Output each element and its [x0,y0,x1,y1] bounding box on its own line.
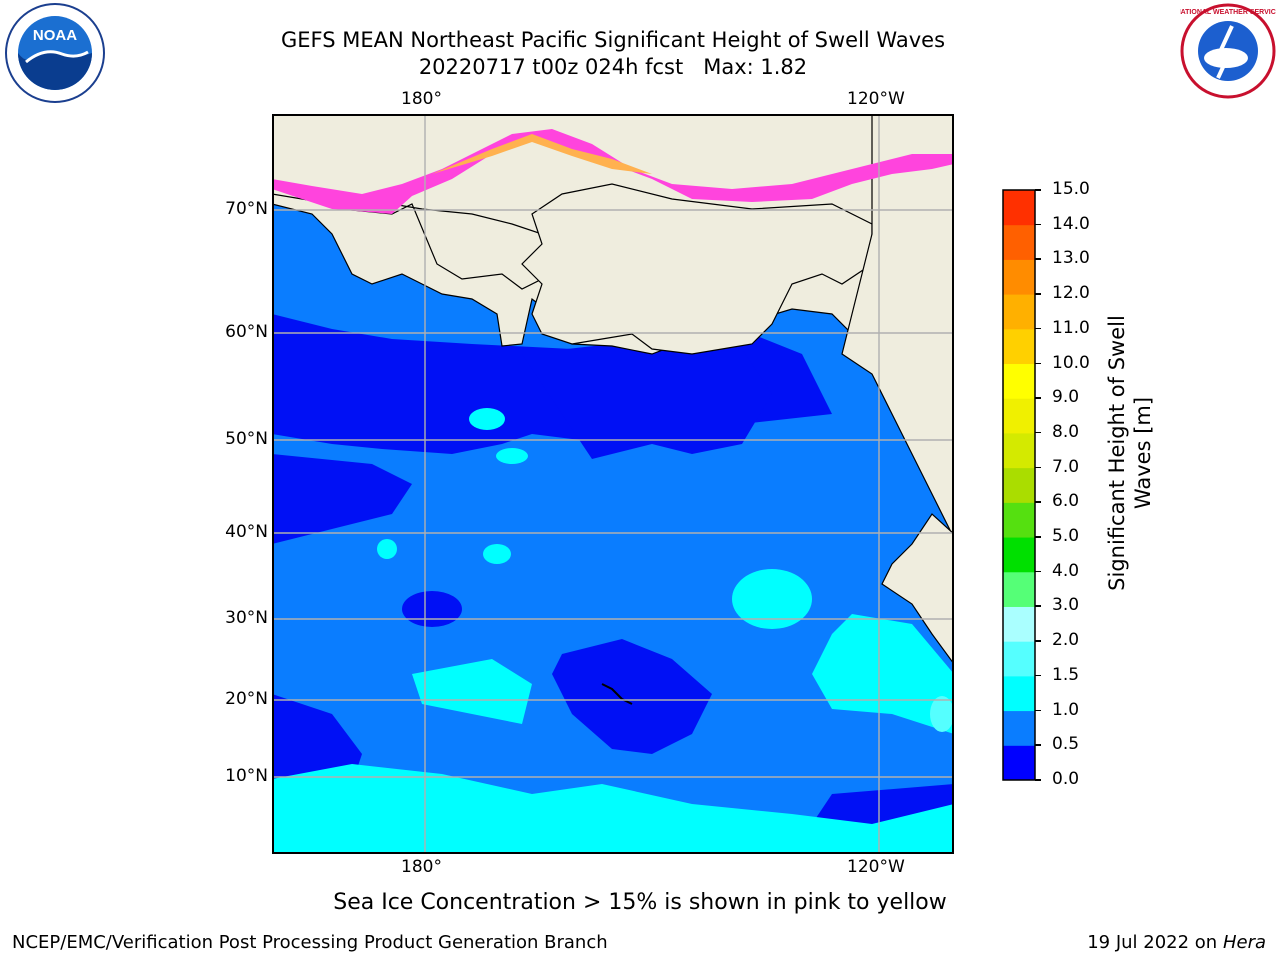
colorbar-tick-mark [1035,536,1041,538]
swell-region-mid-hawaii-west [412,659,532,724]
colorbar-tick-mark [1035,189,1041,191]
swell-region-mid-east [812,614,954,734]
colorbar-tick-label: 7.0 [1052,456,1080,477]
swell-region-mid-north [469,408,505,430]
footer-date-text: 19 Jul 2022 on [1087,932,1223,953]
colorbar-tick-label: 0.0 [1052,769,1080,789]
colorbar-tick-label: 13.0 [1052,248,1090,269]
swell-region-mid-north2 [496,448,528,464]
colorbar-tick-mark [1035,709,1041,712]
colorbar-tick-label: 5.0 [1052,526,1080,547]
sea-ice-arctic-edge [432,134,652,174]
swell-region-mid-central [483,544,511,564]
colorbar-tick-label: 1.0 [1052,699,1080,720]
colorbar-segment [1003,537,1035,573]
colorbar [1002,189,1036,781]
footer-credit: NCEP/EMC/Verification Post Processing Pr… [12,932,608,953]
swell-region-mid-south-band [272,764,954,854]
colorbar-segment [1003,432,1035,469]
lat-label-60n: 60°N [225,322,268,342]
colorbar-segment [1003,190,1035,226]
hawaii-islands [601,683,633,705]
colorbar-title: Significant Height of Swell Waves [m] [1105,315,1155,591]
colorbar-segment [1003,294,1035,330]
nws-logo: NATIONAL WEATHER SERVICE [1180,3,1276,99]
sea-ice-arctic [272,129,954,214]
swell-region-low-mid [402,591,462,627]
colorbar-segment [1003,710,1035,746]
map-panel [272,114,954,854]
swell-region-low-west [272,454,412,544]
colorbar-tick-label: 2.0 [1052,630,1080,651]
sea-ice-caption: Sea Ice Concentration > 15% is shown in … [333,890,947,915]
colorbar-segment [1003,571,1035,607]
colorbar-tick-label: 8.0 [1052,421,1080,442]
lat-label-70n: 70°N [225,199,268,219]
colorbar-tick-mark [1035,431,1041,434]
colorbar-tick-mark [1035,501,1041,503]
colorbar-segment [1003,641,1035,677]
colorbar-tick-mark [1035,327,1041,330]
colorbar-tick-label: 10.0 [1052,352,1090,373]
colorbar-tick-mark [1035,362,1041,365]
noaa-logo: NOAA [5,3,105,103]
colorbar-tick-mark [1035,674,1041,677]
colorbar-tick-label: 9.0 [1052,387,1080,408]
lat-label-50n: 50°N [225,429,268,449]
chart-title: GEFS MEAN Northeast Pacific Significant … [280,28,946,52]
colorbar-tick-mark [1035,293,1041,295]
lat-label-40n: 40°N [225,522,268,542]
colorbar-tick-label: 0.5 [1052,734,1080,755]
colorbar-tick-mark [1035,640,1041,642]
swell-region-low-gulf [522,342,772,459]
lon-label-top-120w: 120°W [847,89,905,109]
footer-machine: Hera [1222,932,1266,953]
colorbar-tick-label: 4.0 [1052,560,1080,581]
colorbar-tick-label: 6.0 [1052,491,1080,512]
colorbar-tick-mark [1035,223,1041,226]
colorbar-tick-label: 1.5 [1052,664,1080,685]
colorbar-tick-mark [1035,779,1041,781]
swell-region-mid-ne [732,569,812,629]
colorbar-tick-mark [1035,258,1041,260]
colorbar-tick-mark [1035,570,1041,573]
colorbar-segment [1003,606,1035,642]
swell-region-low-hawaii [552,639,712,754]
colorbar-segment [1003,363,1035,399]
colorbar-segment [1003,502,1035,538]
colorbar-tick-mark [1035,744,1041,746]
swell-region-mid-west [377,539,397,559]
noaa-logo-text: NOAA [33,27,77,44]
colorbar-segment [1003,467,1035,503]
colorbar-tick-label: 3.0 [1052,595,1080,616]
footer-date: 19 Jul 2022 on Hera [1087,932,1266,953]
colorbar-segment [1003,224,1035,260]
lon-label-bottom-180: 180° [401,857,442,877]
colorbar-tick-label: 15.0 [1052,179,1090,199]
colorbar-segment [1003,745,1035,781]
colorbar-tick-label: 11.0 [1052,317,1090,338]
lat-label-20n: 20°N [225,689,268,709]
colorbar-segment [1003,328,1035,365]
land-alaska [521,183,873,355]
colorbar-segment [1003,398,1035,434]
land-mexico [881,513,954,666]
colorbar-tick-label: 14.0 [1052,213,1090,234]
colorbar-segment [1003,675,1035,712]
lon-label-bottom-120w: 120°W [847,857,905,877]
chart-subtitle: 20220717 t00z 024h fcst Max: 1.82 [418,55,808,79]
colorbar-tick-mark [1035,466,1041,469]
colorbar-segment [1003,259,1035,295]
nws-ring-text: NATIONAL WEATHER SERVICE [1180,9,1276,16]
lat-label-10n: 10°N [225,766,268,786]
colorbar-tick-mark [1035,397,1041,399]
swell-region-high-spot [930,696,954,732]
lat-label-30n: 30°N [225,608,268,628]
lon-label-top-180: 180° [401,89,442,109]
colorbar-tick-label: 12.0 [1052,283,1090,304]
colorbar-tick-mark [1035,605,1041,607]
